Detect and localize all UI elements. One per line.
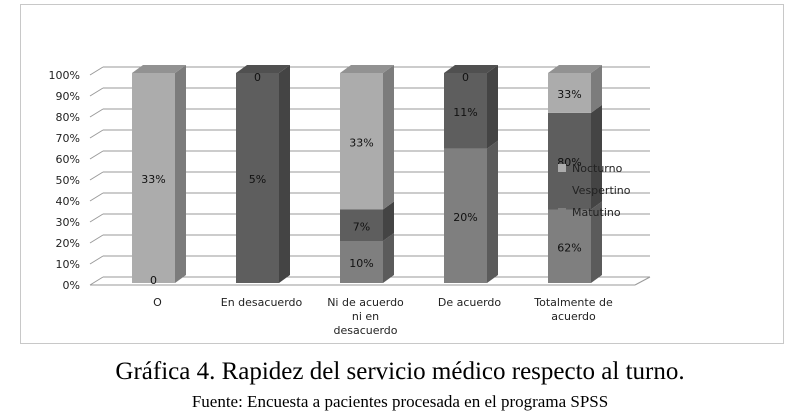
legend-label: Vespertino xyxy=(572,184,631,197)
data-label: 33% xyxy=(557,88,581,101)
legend-swatch-matutino xyxy=(558,208,566,216)
bar-side-vespertino xyxy=(487,65,498,149)
legend-swatch-nocturno xyxy=(558,164,566,172)
figure-caption: Gráfica 4. Rapidez del servicio médico r… xyxy=(115,358,685,385)
y-tick-label: 60% xyxy=(56,153,80,166)
data-label: 33% xyxy=(349,136,373,149)
gridline-diagonal xyxy=(89,150,104,160)
y-tick-label: 40% xyxy=(56,195,80,208)
bar-segment-vespertino xyxy=(548,112,591,210)
bar-top xyxy=(340,65,394,73)
bar-segment-nocturno xyxy=(132,73,175,283)
y-tick-label: 80% xyxy=(56,111,80,124)
bar-top xyxy=(444,65,498,73)
bar-side-matutino xyxy=(591,201,602,283)
x-tick-label: Totalmente de xyxy=(533,296,613,309)
figure-source: Fuente: Encuesta a pacientes procesada e… xyxy=(191,392,609,411)
bar-side-vespertino xyxy=(383,201,394,241)
gridline-diagonal xyxy=(89,129,104,139)
x-tick-label: En desacuerdo xyxy=(221,296,303,309)
bar-side-matutino xyxy=(383,233,394,283)
y-tick-label: 10% xyxy=(56,258,80,271)
bar-side-nocturno xyxy=(383,65,394,210)
x-tick-label: O xyxy=(153,296,162,309)
y-tick-label: 20% xyxy=(56,237,80,250)
bar-segment-matutino xyxy=(340,241,383,283)
data-label: 10% xyxy=(349,257,373,270)
floor-edge xyxy=(634,276,651,286)
data-label: 0 xyxy=(150,274,157,287)
bar-segment-nocturno xyxy=(548,73,591,113)
y-tick-label: 70% xyxy=(56,132,80,145)
data-label: 33% xyxy=(141,173,165,186)
bar-segment-matutino xyxy=(444,148,487,283)
gridline-diagonal xyxy=(89,255,104,265)
gridline-diagonal xyxy=(89,192,104,202)
stacked-bar-chart: 0% 10% 20% 30% 40% 50% 60% 70% 80% 90% 100% 0 33% O 5%… xyxy=(49,65,651,337)
bar-segment-vespertino xyxy=(340,209,383,241)
bar-top xyxy=(548,65,602,73)
y-tick-label: 50% xyxy=(56,174,80,187)
bar-side-matutino xyxy=(487,140,498,283)
y-tick-label: 90% xyxy=(56,90,80,103)
gridline-diagonal xyxy=(89,234,104,244)
bar-side-vespertino xyxy=(279,65,290,283)
chart-frame xyxy=(20,4,784,344)
y-tick-label: 30% xyxy=(56,216,80,229)
data-label: 0 xyxy=(462,71,469,84)
gridline-diagonal xyxy=(89,171,104,181)
data-label: 20% xyxy=(453,211,477,224)
bar-side-vespertino xyxy=(591,104,602,210)
bar-top xyxy=(236,65,290,73)
bar-segment-nocturno xyxy=(340,73,383,210)
bar-side-nocturno xyxy=(591,65,602,113)
y-tick-label: 100% xyxy=(49,69,80,82)
legend-swatch-vespertino xyxy=(558,186,566,194)
legend-label: Nocturno xyxy=(572,162,623,175)
gridline-diagonal xyxy=(89,213,104,223)
data-label: 62% xyxy=(557,241,581,254)
bar-segment-matutino xyxy=(548,209,591,283)
x-tick-label: acuerdo xyxy=(551,310,596,323)
gridline-diagonal xyxy=(89,276,104,286)
data-label: 11% xyxy=(453,106,477,119)
bar-segment-vespertino xyxy=(444,73,487,149)
x-tick-label: Ni de acuerdo xyxy=(327,296,404,309)
bar-top xyxy=(132,65,186,73)
x-tick-label: ni en xyxy=(352,310,379,323)
legend-label: Matutino xyxy=(572,206,621,219)
bar-segment-vespertino xyxy=(236,73,279,283)
y-tick-label: 0% xyxy=(63,279,80,292)
data-label: 0 xyxy=(254,71,261,84)
bar-side-nocturno xyxy=(175,65,186,283)
x-tick-label: De acuerdo xyxy=(438,296,502,309)
gridline-diagonal xyxy=(89,66,104,76)
gridline-diagonal xyxy=(89,108,104,118)
data-label: 5% xyxy=(249,173,266,186)
gridline-diagonal xyxy=(89,87,104,97)
x-tick-label: desacuerdo xyxy=(333,324,397,337)
data-label: 7% xyxy=(353,220,370,233)
